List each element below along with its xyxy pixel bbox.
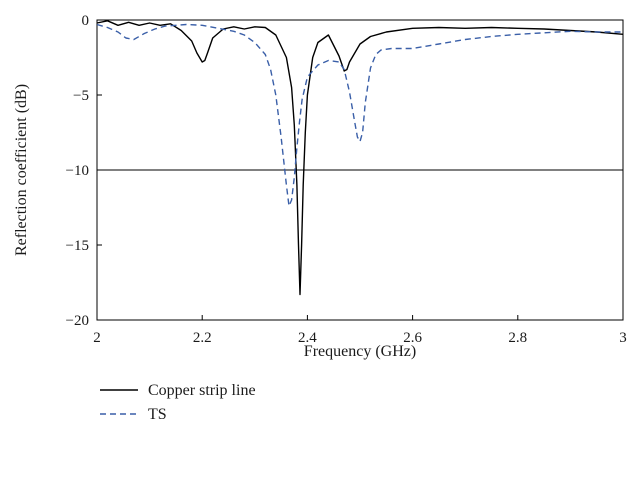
y-tick-label: 0 <box>82 13 90 29</box>
y-tick-label: −5 <box>73 88 89 104</box>
series-line-1 <box>96 23 623 207</box>
x-tick-label: 2.4 <box>298 330 317 346</box>
x-tick-label: 2.8 <box>508 330 527 346</box>
y-tick-label: −20 <box>66 313 89 329</box>
x-tick-label: 3 <box>619 330 627 346</box>
y-tick-label: −10 <box>66 163 89 179</box>
legend-label-0: Copper strip line <box>148 382 256 399</box>
series-layer <box>96 20 624 296</box>
legend: Copper strip line TS <box>100 382 256 423</box>
y-axis-title: Reflection coefficient (dB) <box>13 84 30 256</box>
x-tick-label: 2.6 <box>403 330 422 346</box>
y-tick-label: −15 <box>66 238 89 254</box>
x-tick-label: 2.2 <box>193 330 212 346</box>
x-axis-title: Frequency (GHz) <box>304 343 416 360</box>
series-line-0 <box>96 20 624 296</box>
x-axis: 2 2.2 2.4 2.6 2.8 3 <box>93 315 627 346</box>
x-tick-label: 2 <box>93 330 101 346</box>
legend-label-1: TS <box>148 406 167 423</box>
y-axis: 0 −5 −10 −15 −20 <box>66 13 102 329</box>
